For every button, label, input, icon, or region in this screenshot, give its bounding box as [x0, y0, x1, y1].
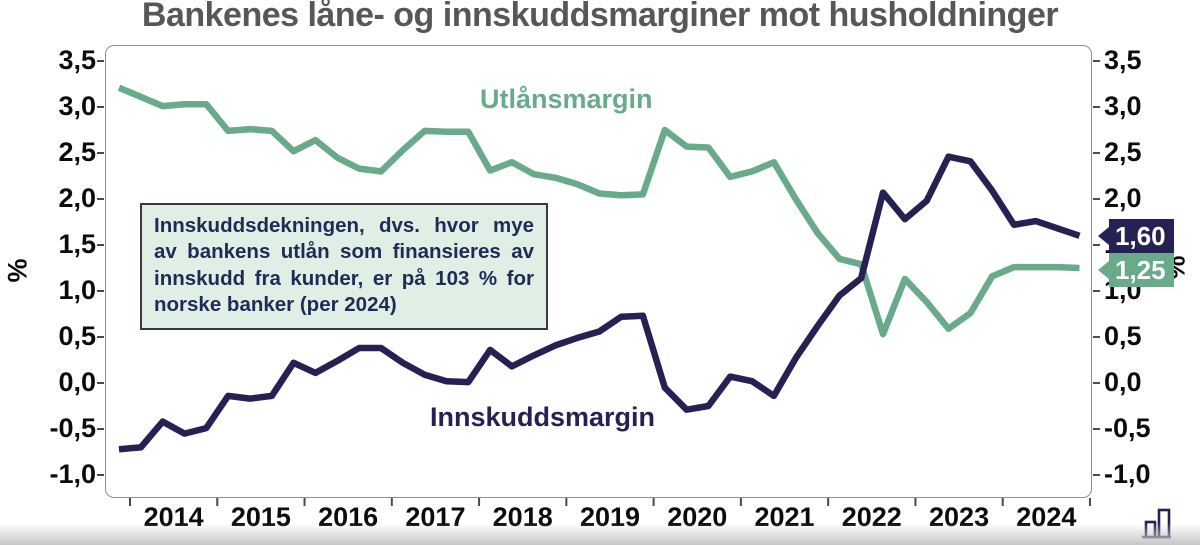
y-tick-label: -0,5 [1104, 412, 1151, 443]
left-arrow-icon [1098, 261, 1109, 279]
end-value-innskuddsmargin: 1,60 [1098, 219, 1174, 253]
y-tick-label: -1,0 [49, 458, 96, 489]
y-tick-label: 0,0 [1104, 366, 1142, 397]
end-value-utlansmargin: 1,25 [1098, 253, 1174, 287]
left-arrow-icon [1098, 227, 1109, 245]
y-tick-label: 0,5 [58, 320, 96, 351]
series-line-innskuddsmargin [118, 152, 1081, 452]
x-tick-label: 2022 [841, 502, 902, 532]
y-tick-label: 2,0 [1104, 182, 1142, 213]
x-tick-label: 2023 [929, 502, 990, 532]
series-label-innskuddsmargin: Innskuddsmargin [430, 402, 656, 432]
end-value-text: 1,60 [1109, 219, 1174, 253]
chart-title: Bankenes låne- og innskuddsmarginer mot … [141, 0, 1059, 34]
y-tick-label: 1,0 [58, 274, 96, 305]
y-tick-label: 1,5 [58, 228, 96, 259]
y-axis-labels-left: 3,5 3,0 2,5 2,0 1,5 1,0 0,5 0,0 -0,5 -1,0 [0, 0, 99, 545]
annotation-box: Innskuddsdekningen, dvs. hvor mye av ban… [140, 203, 548, 330]
x-tick-label: 2019 [579, 502, 641, 532]
y-tick-label: 2,5 [1104, 136, 1142, 167]
y-tick-label: 3,5 [58, 44, 96, 75]
y-tick-label: 3,0 [58, 90, 96, 121]
plot-canvas [96, 59, 1100, 506]
x-tick-label: 2020 [667, 502, 728, 532]
y-tick-label: 2,0 [58, 182, 96, 213]
x-tick-label: 2015 [230, 502, 291, 532]
x-tick-label: 2024 [1016, 502, 1077, 532]
annotation-text: Innskuddsdekningen, dvs. hvor mye av ban… [154, 214, 534, 317]
x-tick-label: 2014 [143, 502, 204, 532]
y-axis-unit-left-label: % [2, 258, 33, 283]
series-label-utlansmargin: Utlånsmargin [480, 84, 653, 114]
x-tick-label: 2016 [318, 502, 379, 532]
y-tick-label: 0,5 [1104, 320, 1142, 351]
y-tick-label: 3,5 [1104, 44, 1142, 75]
y-tick-label: 3,0 [1104, 90, 1142, 121]
x-tick-label: 2021 [754, 502, 815, 532]
x-tick-label: 2018 [492, 502, 553, 532]
end-value-text: 1,25 [1109, 253, 1174, 287]
x-tick-label: 2017 [405, 502, 466, 532]
y-tick-label: 2,5 [58, 136, 96, 167]
y-tick-label: 0,0 [58, 366, 96, 397]
bar-chart-logo [1142, 508, 1171, 539]
y-tick-label: -1,0 [1104, 458, 1151, 489]
y-tick-label: -0,5 [49, 412, 96, 443]
x-axis-labels: 2014 2015 2016 2017 2018 2019 2020 2021 2022 2023… [0, 502, 1200, 536]
series-line-utlånsmargin [117, 84, 1080, 337]
